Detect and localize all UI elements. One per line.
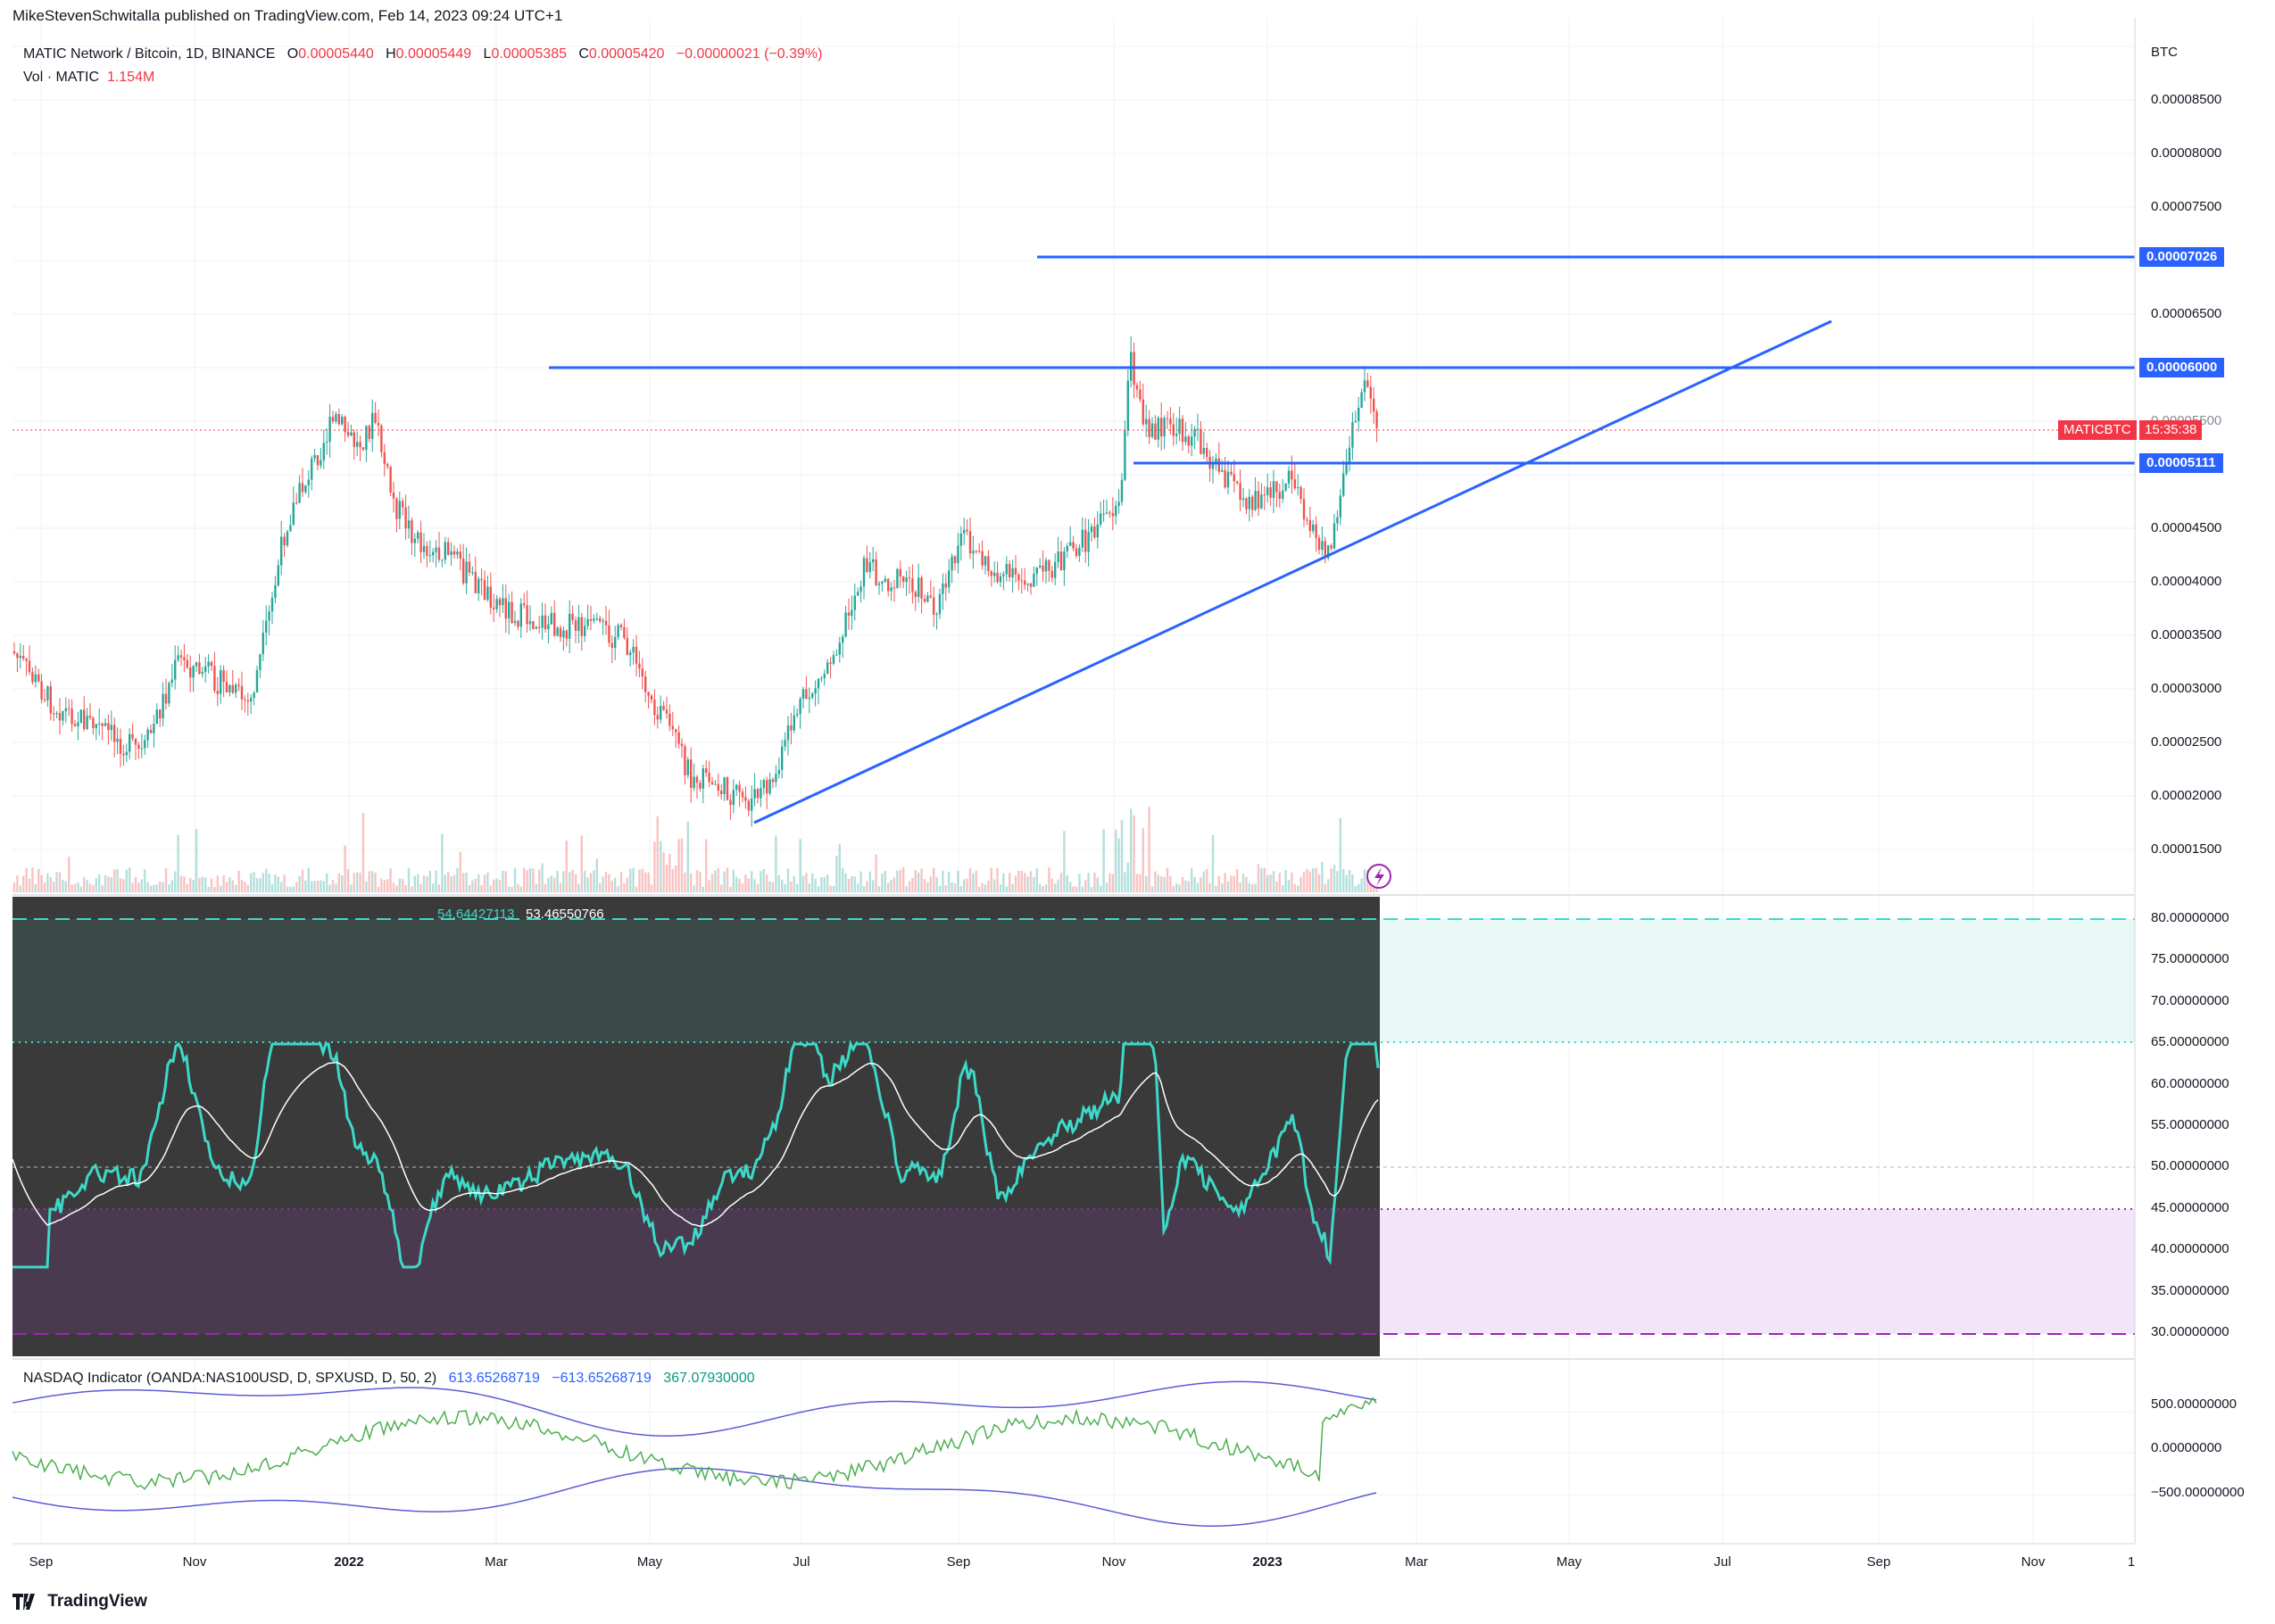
price-axis-label: 0.00008000 (2151, 145, 2222, 161)
rsi-axis-label: 55.00000000 (2151, 1117, 2229, 1132)
nasdaq-axis-label: 500.00000000 (2151, 1396, 2237, 1412)
rsi-axis-label: 65.00000000 (2151, 1034, 2229, 1049)
nasdaq-value-1: 613.65268719 (448, 1371, 540, 1386)
rsi-legend: 54.64427113 53.46550766 (437, 907, 604, 922)
time-axis-label: Mar (1405, 1554, 1428, 1570)
nasdaq-axis-label: 0.00000000 (2151, 1440, 2222, 1455)
time-axis-label: Nov (2021, 1554, 2046, 1570)
brand-name: TradingView (47, 1592, 147, 1611)
rsi-axis-label: 40.00000000 (2151, 1241, 2229, 1256)
rsi-axis-label: 80.00000000 (2151, 910, 2229, 925)
symbol-tag: MATICBTC (2058, 420, 2137, 440)
time-axis-label: 2022 (334, 1554, 364, 1570)
symbol-description[interactable]: MATIC Network / Bitcoin, 1D, BINANCE (23, 46, 276, 62)
open-value: 0.00005440 (298, 46, 374, 62)
price-axis-unit: BTC (2151, 45, 2178, 60)
high-value: 0.00005449 (395, 46, 472, 62)
time-axis-label: Jul (793, 1554, 810, 1570)
rsi-line (12, 1040, 1380, 1269)
time-axis-label: Nov (1101, 1554, 1126, 1570)
volume-legend: Vol · MATIC 1.154M (23, 70, 154, 86)
nasdaq-legend: NASDAQ Indicator (OANDA:NAS100USD, D, SP… (23, 1371, 755, 1387)
price-axis-label: 0.00001500 (2151, 841, 2222, 857)
nasdaq-line (12, 1396, 1377, 1490)
price-axis-label: 0.00006500 (2151, 306, 2222, 321)
time-axis-label: Jul (1714, 1554, 1731, 1570)
high-label: H (386, 46, 396, 62)
rsi-value-a: 54.64427113 (437, 907, 515, 922)
rsi-axis-label: 75.00000000 (2151, 951, 2229, 966)
time-axis-label: Nov (182, 1554, 207, 1570)
nasdaq-value-3: 367.07930000 (663, 1371, 755, 1386)
low-label: L (483, 46, 492, 62)
rsi-overbought-zone (12, 919, 1380, 1042)
price-candles (12, 336, 1378, 827)
nasdaq-indicator-name[interactable]: NASDAQ Indicator (OANDA:NAS100USD, D, SP… (23, 1371, 437, 1386)
brand-footer[interactable]: TradingView (12, 1592, 147, 1612)
open-label: O (286, 46, 299, 62)
time-axis-label: 2023 (1252, 1554, 1283, 1570)
rsi-axis-label: 35.00000000 (2151, 1283, 2229, 1298)
price-axis-label: 0.00003500 (2151, 627, 2222, 642)
rsi-axis-label: 70.00000000 (2151, 993, 2229, 1008)
trend-line[interactable] (753, 319, 1832, 824)
countdown-tag: 15:35:38 (2139, 420, 2203, 440)
price-axis-label: 0.00003000 (2151, 681, 2222, 696)
level-tag-mid: 0.00006000 (2139, 358, 2225, 377)
nasdaq-lower-band (12, 1467, 1377, 1527)
main-legend: MATIC Network / Bitcoin, 1D, BINANCE O0.… (23, 46, 822, 62)
time-axis-label: May (636, 1554, 663, 1570)
rsi-overbought-zone-future (1380, 919, 2135, 1042)
nasdaq-axis-label: −500.00000000 (2151, 1485, 2245, 1500)
close-value: 0.00005420 (588, 46, 665, 62)
price-axis-label: 0.00004500 (2151, 520, 2222, 535)
tradingview-logo-icon (12, 1593, 35, 1610)
volume-value: 1.154M (106, 70, 155, 85)
time-axis-label: 1 (2127, 1554, 2136, 1570)
nasdaq-value-2: −613.65268719 (552, 1371, 652, 1386)
change-value: −0.00000021 (−0.39%) (676, 46, 823, 62)
low-value: 0.00005385 (491, 46, 567, 62)
price-axis-label: 0.00002500 (2151, 734, 2222, 750)
time-axis-label: Sep (1866, 1554, 1891, 1570)
lightning-icon[interactable] (1366, 864, 1391, 889)
rsi-axis-label: 60.00000000 (2151, 1076, 2229, 1091)
rsi-value-b: 53.46550766 (526, 907, 604, 922)
level-tag-low: 0.00005111 (2139, 453, 2223, 473)
price-axis-label: 0.00002000 (2151, 788, 2222, 803)
time-axis-label: Mar (485, 1554, 508, 1570)
volume-label[interactable]: Vol · MATIC (23, 70, 100, 85)
close-label: C (578, 46, 589, 62)
publisher-line: MikeStevenSchwitalla published on Tradin… (12, 7, 563, 24)
volume-bars (12, 807, 1378, 892)
price-axis-label: 0.00007500 (2151, 199, 2222, 214)
nasdaq-upper-band (12, 1380, 1377, 1437)
price-axis-label: 0.00004000 (2151, 574, 2222, 589)
time-axis-label: Sep (946, 1554, 971, 1570)
price-axis-label: 0.00008500 (2151, 92, 2222, 107)
rsi-axis-label: 45.00000000 (2151, 1200, 2229, 1215)
rsi-oversold-zone-future (1380, 1209, 2135, 1334)
level-tag-high: 0.00007026 (2139, 247, 2225, 267)
time-axis-label: Sep (29, 1554, 54, 1570)
time-axis-label: May (1556, 1554, 1582, 1570)
rsi-axis-label: 50.00000000 (2151, 1158, 2229, 1173)
rsi-moving-average (12, 1061, 1379, 1227)
rsi-axis-label: 30.00000000 (2151, 1324, 2229, 1339)
